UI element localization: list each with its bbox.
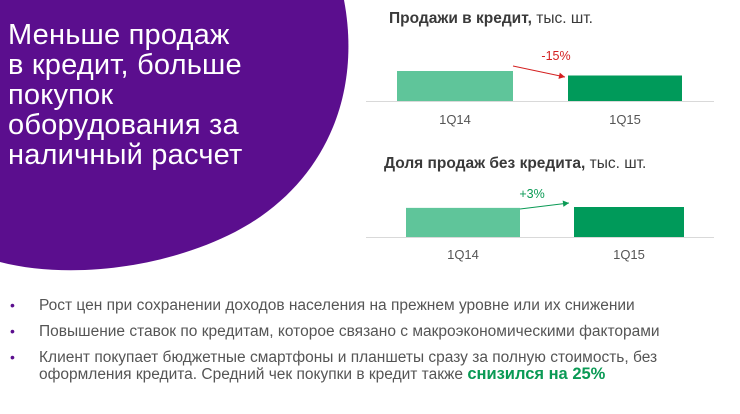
bar-1q15 [574, 207, 684, 237]
bullet-text: Клиент покупает бюджетные смартфоны и пл… [39, 349, 658, 383]
bullet-list: • Рост цен при сохранении доходов населе… [10, 297, 736, 392]
bar-1q14 [406, 207, 520, 237]
bullet-dot-icon: • [10, 349, 15, 365]
x-tick-label: 1Q14 [447, 247, 479, 262]
change-label: -15% [541, 49, 570, 63]
bullet-dot-icon: • [10, 323, 15, 339]
headline-line: покупок [8, 79, 114, 111]
headline-line: в кредит, больше [8, 49, 242, 81]
headline-line: Меньше продаж [8, 19, 230, 51]
bullet-text: Рост цен при сохранении доходов населени… [39, 297, 635, 314]
headline-line: оборудования за [8, 109, 239, 141]
bullet-highlight: снизился на 25% [467, 365, 606, 383]
change-arrow [512, 65, 566, 78]
bullet-item: • Рост цен при сохранении доходов населе… [10, 297, 736, 314]
bullet-text: Повышение ставок по кредитам, которое св… [39, 323, 660, 340]
x-tick-label: 1Q14 [439, 112, 471, 127]
change-arrow [519, 202, 570, 210]
x-tick-label: 1Q15 [609, 112, 641, 127]
bullet-item: • Повышение ставок по кредитам, которое … [10, 323, 736, 340]
x-tick-label: 1Q15 [613, 247, 645, 262]
bar-1q14 [397, 71, 513, 101]
change-label: +3% [519, 187, 544, 201]
purple-shape [0, 0, 355, 278]
chart-credit-sales: 1Q14 1Q15 -15% [366, 49, 714, 127]
headline: Меньше продаж в кредит, больше покупок о… [8, 20, 278, 170]
headline-line: наличный расчет [8, 139, 243, 171]
change-arrow-head-icon [558, 72, 565, 79]
bullet-item: • Клиент покупает бюджетные смартфоны и … [10, 349, 736, 383]
bar-1q15 [568, 75, 682, 101]
change-arrow-head-icon [562, 200, 569, 207]
chart-title-cash-share: Доля продаж без кредита, тыс. шт. [384, 155, 647, 172]
chart-title-credit-sales: Продажи в кредит, тыс. шт. [389, 10, 593, 27]
chart-cash-share: 1Q14 1Q15 +3% [366, 187, 714, 262]
bullet-dot-icon: • [10, 297, 15, 313]
